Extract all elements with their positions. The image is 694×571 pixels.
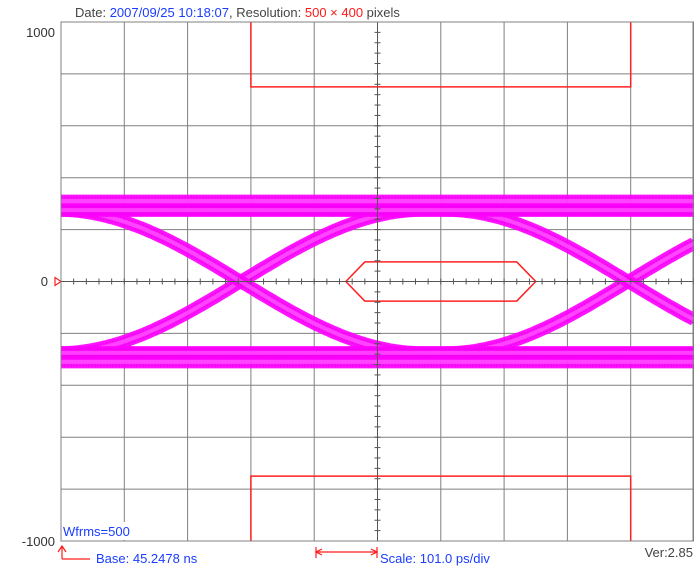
scale-label: Scale: 101.0 ps/div xyxy=(380,551,490,566)
wfrms-label: Wfrms=500 xyxy=(63,524,130,539)
version-label: Ver:2.85 xyxy=(645,545,693,560)
resolution-value: 500 × 400 xyxy=(305,5,363,20)
base-marker xyxy=(57,544,90,560)
scale-marker xyxy=(314,547,379,558)
header-line: Date: 2007/09/25 10:18:07, Resolution: 5… xyxy=(75,5,400,20)
y-tick-top: 1000 xyxy=(26,25,55,40)
date-label: Date: xyxy=(75,5,110,20)
base-label: Base: 45.2478 ns xyxy=(96,551,198,566)
axes xyxy=(54,21,694,542)
y-tick-zero: 0 xyxy=(41,274,48,289)
date-value: 2007/09/25 10:18:07 xyxy=(110,5,229,20)
plot-border xyxy=(60,21,694,542)
y-tick-bottom: -1000 xyxy=(22,534,55,549)
mask-bottom xyxy=(250,475,632,541)
resolution-unit: pixels xyxy=(363,5,400,20)
mask-top xyxy=(250,22,632,88)
wfrms-box xyxy=(62,522,162,540)
resolution-label: Resolution: xyxy=(236,5,305,20)
zero-marker-icon xyxy=(54,276,63,287)
separator: , xyxy=(229,5,236,20)
